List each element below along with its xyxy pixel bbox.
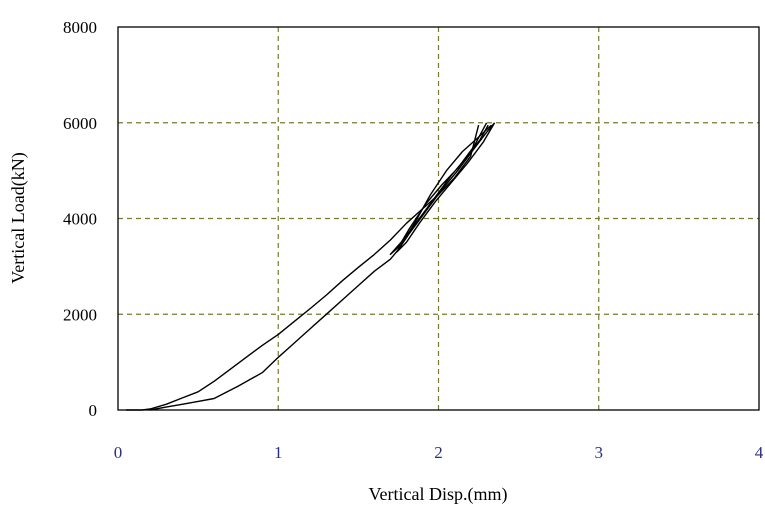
x-axis-label: Vertical Disp.(mm) — [369, 484, 508, 505]
x-tick-label: 2 — [434, 443, 443, 462]
tick-layer: 0 1 2 3 4 0 2000 4000 6000 8000 — [63, 18, 764, 462]
series-line-4 — [396, 122, 496, 253]
y-tick-label: 8000 — [63, 18, 97, 37]
y-axis-label: Vertical Load(kN) — [8, 152, 29, 283]
series-line-1 — [126, 124, 480, 411]
y-tick-label: 4000 — [63, 210, 97, 229]
series-line-3 — [389, 122, 489, 256]
series-line-2 — [149, 124, 492, 411]
x-tick-label: 4 — [755, 443, 764, 462]
x-tick-label: 0 — [114, 443, 123, 462]
grid-layer — [118, 27, 759, 410]
x-tick-label: 3 — [595, 443, 604, 462]
series-layer — [126, 122, 496, 411]
plot-frame — [117, 26, 760, 411]
y-tick-label: 2000 — [63, 305, 97, 324]
y-tick-label: 0 — [89, 401, 98, 420]
y-tick-label: 6000 — [63, 114, 97, 133]
x-tick-label: 1 — [274, 443, 283, 462]
